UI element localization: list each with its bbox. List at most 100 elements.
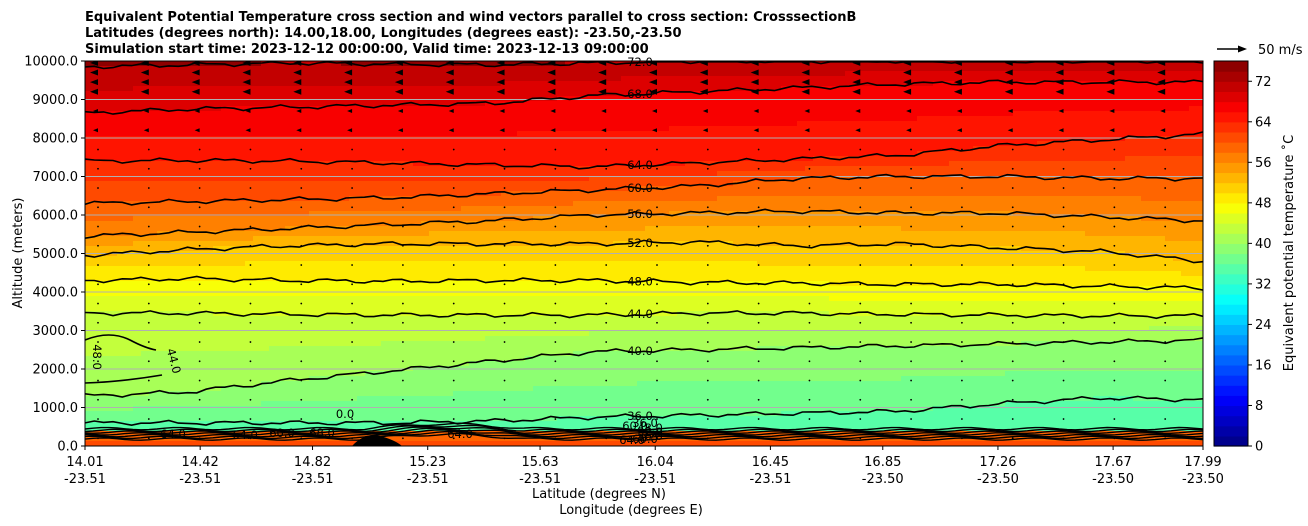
fill-cell xyxy=(133,116,142,122)
fill-cell xyxy=(373,126,382,132)
fill-cell xyxy=(445,436,454,442)
fill-cell xyxy=(549,421,558,427)
fill-cell xyxy=(389,256,398,262)
fill-cell xyxy=(205,431,214,437)
fill-cell xyxy=(301,416,310,422)
fill-cell xyxy=(365,356,374,362)
fill-cell xyxy=(285,361,294,367)
fill-cell xyxy=(557,101,566,107)
fill-cell xyxy=(341,106,350,112)
fill-cell xyxy=(349,321,358,327)
fill-cell xyxy=(301,221,310,227)
fill-cell xyxy=(213,151,222,157)
fill-cell xyxy=(501,161,510,167)
fill-cell xyxy=(333,121,342,127)
fill-cell xyxy=(277,296,286,302)
fill-cell xyxy=(485,156,494,162)
fill-cell xyxy=(453,306,462,312)
fill-cell xyxy=(237,326,246,332)
fill-cell xyxy=(173,416,182,422)
fill-cell xyxy=(557,211,566,217)
fill-cell xyxy=(325,341,334,347)
fill-cell xyxy=(373,121,382,127)
fill-cell xyxy=(213,136,222,142)
fill-cell xyxy=(573,386,582,392)
fill-cell xyxy=(477,371,486,377)
fill-cell xyxy=(477,116,486,122)
fill-cell xyxy=(197,166,206,172)
fill-cell xyxy=(109,271,118,277)
fill-cell xyxy=(461,91,470,97)
fill-cell xyxy=(381,346,390,352)
fill-cell xyxy=(453,256,462,262)
fill-cell xyxy=(93,256,102,262)
fill-cell xyxy=(189,81,198,87)
fill-cell xyxy=(181,346,190,352)
fill-cell xyxy=(541,441,550,446)
fill-cell xyxy=(365,66,374,72)
fill-cell xyxy=(141,401,150,407)
fill-cell xyxy=(229,266,238,272)
fill-cell xyxy=(317,71,326,77)
fill-cell xyxy=(485,321,494,327)
fill-cell xyxy=(381,286,390,292)
fill-cell xyxy=(477,261,486,267)
fill-cell xyxy=(389,336,398,342)
fill-cell xyxy=(85,401,94,407)
fill-cell xyxy=(293,276,302,282)
fill-cell xyxy=(437,291,446,297)
fill-cell xyxy=(405,386,414,392)
fill-cell xyxy=(141,86,150,92)
fill-cell xyxy=(285,246,294,252)
fill-cell xyxy=(517,71,526,77)
fill-cell xyxy=(213,321,222,327)
fill-cell xyxy=(573,181,582,187)
fill-cell xyxy=(197,441,206,446)
fill-cell xyxy=(389,81,398,87)
fill-cell xyxy=(293,186,302,192)
fill-cell xyxy=(477,271,486,277)
fill-cell xyxy=(245,371,254,377)
fill-cell xyxy=(141,131,150,137)
fill-cell xyxy=(525,161,534,167)
fill-cell xyxy=(117,116,126,122)
fill-cell xyxy=(85,131,94,137)
fill-cell xyxy=(277,306,286,312)
fill-cell xyxy=(125,61,134,67)
fill-cell xyxy=(229,441,238,446)
fill-cell xyxy=(565,406,574,412)
fill-cell xyxy=(221,141,230,147)
fill-cell xyxy=(581,381,590,387)
fill-cell xyxy=(525,341,534,347)
fill-cell xyxy=(477,226,486,232)
fill-cell xyxy=(461,411,470,417)
fill-cell xyxy=(581,291,590,297)
fill-cell xyxy=(405,331,414,337)
fill-cell xyxy=(109,176,118,182)
fill-cell xyxy=(317,151,326,157)
fill-cell xyxy=(149,186,158,192)
fill-cell xyxy=(125,116,134,122)
fill-cell xyxy=(541,141,550,147)
fill-cell xyxy=(445,246,454,252)
fill-cell xyxy=(141,246,150,252)
fill-cell xyxy=(445,141,454,147)
fill-cell xyxy=(205,311,214,317)
fill-cell xyxy=(573,341,582,347)
fill-cell xyxy=(565,266,574,272)
fill-cell xyxy=(261,371,270,377)
fill-cell xyxy=(277,266,286,272)
fill-cell xyxy=(509,391,518,397)
fill-cell xyxy=(557,196,566,202)
fill-cell xyxy=(325,396,334,402)
fill-cell xyxy=(301,381,310,387)
fill-cell xyxy=(373,306,382,312)
fill-cell xyxy=(205,261,214,267)
fill-cell xyxy=(365,296,374,302)
fill-cell xyxy=(285,331,294,337)
fill-cell xyxy=(245,286,254,292)
fill-cell xyxy=(109,186,118,192)
fill-cell xyxy=(413,336,422,342)
fill-cell xyxy=(533,341,542,347)
fill-cell xyxy=(197,286,206,292)
